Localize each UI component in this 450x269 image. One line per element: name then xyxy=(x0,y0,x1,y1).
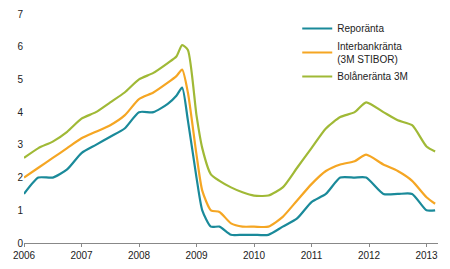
svg-text:Reporänta: Reporänta xyxy=(337,23,384,34)
svg-text:3: 3 xyxy=(17,139,23,150)
svg-text:5: 5 xyxy=(17,74,23,85)
svg-text:Bolåneränta 3M: Bolåneränta 3M xyxy=(337,71,408,82)
svg-text:2007: 2007 xyxy=(70,250,93,261)
svg-text:2006: 2006 xyxy=(13,250,36,261)
svg-text:6: 6 xyxy=(17,41,23,52)
svg-text:1: 1 xyxy=(17,205,23,216)
svg-text:4: 4 xyxy=(17,107,23,118)
svg-text:2011: 2011 xyxy=(301,250,323,261)
svg-text:0: 0 xyxy=(17,238,23,249)
svg-text:2008: 2008 xyxy=(128,250,151,261)
svg-text:2010: 2010 xyxy=(243,250,266,261)
svg-text:Interbankränta(3M STIBOR): Interbankränta(3M STIBOR) xyxy=(337,41,402,65)
svg-text:2: 2 xyxy=(17,172,23,183)
svg-text:2012: 2012 xyxy=(358,250,381,261)
svg-text:7: 7 xyxy=(17,9,23,20)
svg-text:2009: 2009 xyxy=(185,250,208,261)
svg-text:2013: 2013 xyxy=(415,250,438,261)
